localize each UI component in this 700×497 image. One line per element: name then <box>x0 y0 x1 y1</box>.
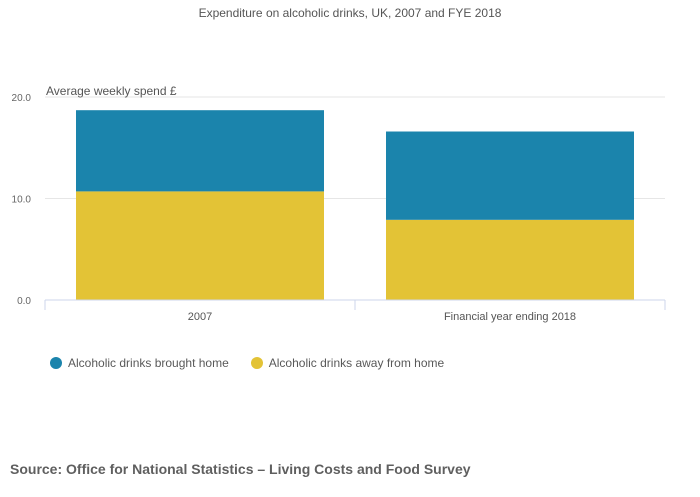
chart-title: Expenditure on alcoholic drinks, UK, 200… <box>199 6 502 20</box>
y-tick-label: 0.0 <box>17 296 31 307</box>
legend-label: Alcoholic drinks away from home <box>268 356 445 370</box>
legend-marker-away-from-home <box>250 357 263 369</box>
source-note: Source: Office for National Statistics –… <box>10 461 471 477</box>
x-tick-label: 2007 <box>188 311 212 323</box>
legend-item-brought-home[interactable]: Alcoholic drinks brought home <box>50 356 229 370</box>
bar-alcoholic-drinks-brought-home-1[interactable] <box>386 131 634 220</box>
legend-label: Alcoholic drinks brought home <box>68 356 229 370</box>
y-axis-ticks: 0.0 10.0 20.0 <box>12 93 32 307</box>
x-tick-label: Financial year ending 2018 <box>444 311 576 323</box>
bar-alcoholic-drinks-brought-home-0[interactable] <box>76 110 324 192</box>
legend-item-away-from-home[interactable]: Alcoholic drinks away from home <box>250 356 445 370</box>
x-axis: 2007 Financial year ending 2018 <box>44 299 666 323</box>
legend-marker-brought-home <box>50 357 62 369</box>
chart: Expenditure on alcoholic drinks, UK, 200… <box>12 6 666 323</box>
y-tick-label: 20.0 <box>12 93 32 104</box>
bar-alcoholic-drinks-away-from-home-1[interactable] <box>386 219 634 300</box>
legend: Alcoholic drinks brought home Alcoholic … <box>50 356 444 370</box>
bar-alcoholic-drinks-away-from-home-0[interactable] <box>76 191 324 300</box>
bars <box>76 110 634 300</box>
y-axis-label: Average weekly spend £ <box>46 84 177 98</box>
y-tick-label: 10.0 <box>12 195 32 206</box>
